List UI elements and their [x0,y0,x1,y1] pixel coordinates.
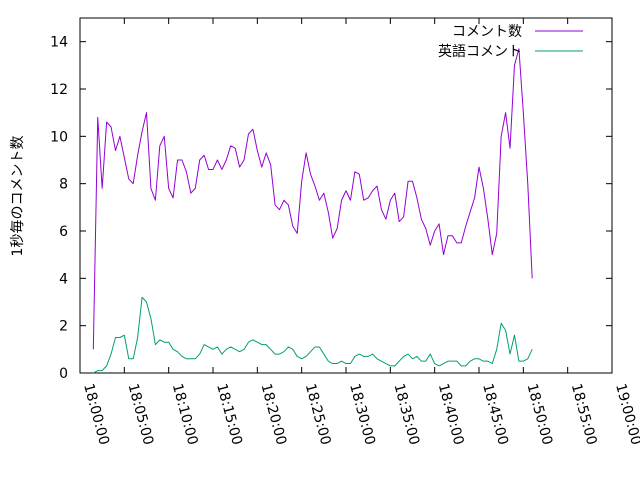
x-tick-label: 18:50:00 [523,382,555,447]
x-tick-label: 18:15:00 [213,382,245,447]
ticks: 0 2 4 6 8 10 12 14 18:00:00 18:05:00 18:10:00 18:15… [50,18,640,447]
y-tick-label: 0 [59,366,68,382]
x-tick-label: 19:00:00 [612,382,640,447]
x-tick-label: 18:20:00 [257,382,289,447]
x-tick-label: 18:25:00 [302,382,334,447]
series-line-2 [93,296,533,374]
y-axis-label: 1秒毎のコメント数 [10,136,26,257]
x-tick-label: 18:35:00 [390,382,422,447]
y-tick-label: 8 [59,177,68,193]
x-tick-label: 18:55:00 [568,382,600,447]
x-tick-label: 18:30:00 [346,382,378,447]
series-line-1 [92,48,533,350]
x-tick-label: 18:40:00 [435,382,467,447]
legend-label-2: 英語コメント [438,43,522,60]
y-tick-label: 2 [59,319,68,335]
series-group [92,48,533,374]
x-tick-label: 18:10:00 [169,382,201,447]
y-tick-label: 4 [59,271,68,287]
x-tick-label: 18:45:00 [479,382,511,447]
y-tick-label: 10 [50,129,68,145]
axes [79,17,613,374]
y-tick-label: 6 [59,224,68,240]
legend-label-1: コメント数 [452,24,522,40]
x-tick-label: 18:05:00 [124,382,156,447]
plot-frame [79,17,613,374]
x-tick-label: 18:00:00 [80,382,112,447]
y-tick-label: 12 [50,82,68,98]
y-tick-label: 14 [50,35,68,51]
